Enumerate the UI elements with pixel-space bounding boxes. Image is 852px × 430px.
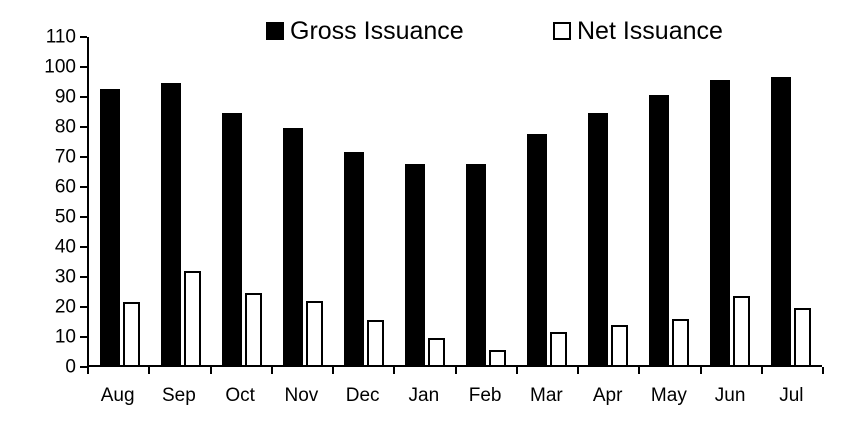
- legend-label-net: Net Issuance: [577, 17, 723, 45]
- y-tick-label: 10: [54, 326, 76, 348]
- net-issuance-bar: [244, 293, 262, 365]
- x-tick: [148, 367, 151, 374]
- y-tick: [80, 186, 87, 188]
- y-tick: [80, 96, 87, 98]
- x-tick: [638, 367, 641, 374]
- month-slot: [455, 37, 516, 365]
- y-tick: [80, 216, 87, 218]
- y-tick-label: 40: [54, 236, 76, 258]
- x-tick-label: Mar: [530, 385, 563, 406]
- gross-issuance-bar: [771, 77, 792, 365]
- x-tick: [87, 367, 89, 374]
- net-issuance-bar: [305, 300, 323, 365]
- bars-row: [89, 37, 822, 365]
- y-tick: [80, 66, 87, 68]
- month-slot: [150, 37, 211, 365]
- month-slot: [89, 37, 150, 365]
- x-tick-label: Aug: [100, 385, 135, 406]
- x-tick: [822, 367, 824, 374]
- net-issuance-bar: [366, 320, 384, 365]
- x-tick-label: Jun: [714, 385, 746, 406]
- y-tick: [80, 126, 87, 128]
- y-tick-label: 0: [65, 356, 76, 378]
- net-issuance-bar: [427, 338, 445, 365]
- month-slot: [578, 37, 639, 365]
- gross-issuance-bar: [282, 128, 303, 365]
- net-issuance-bar: [672, 318, 690, 365]
- month-slot: [333, 37, 394, 365]
- legend-label-gross: Gross Issuance: [290, 17, 464, 45]
- y-tick: [80, 306, 87, 308]
- y-tick-label: 50: [54, 206, 76, 228]
- x-tick-label: Feb: [468, 385, 502, 406]
- y-tick: [80, 336, 87, 338]
- y-tick-label: 100: [44, 56, 76, 78]
- y-axis-labels: 0 10 20 30 40 50 60 70 80 90 100 110: [0, 28, 76, 377]
- net-issuance-bar: [794, 308, 812, 365]
- y-tick: [80, 156, 87, 158]
- gross-issuance-bar: [160, 83, 181, 365]
- y-tick: [80, 246, 87, 248]
- x-tick-label: Jul: [779, 385, 804, 406]
- y-tick-label: 20: [54, 296, 76, 318]
- month-slot: [639, 37, 700, 365]
- y-tick: [80, 36, 87, 38]
- gross-issuance-bar: [710, 80, 731, 365]
- x-tick: [270, 367, 273, 374]
- net-issuance-swatch-icon: [553, 22, 571, 40]
- x-tick-label: Nov: [284, 385, 319, 406]
- gross-issuance-bar: [466, 164, 486, 365]
- plot-area: [80, 36, 824, 374]
- x-tick: [332, 367, 334, 374]
- net-issuance-bar: [489, 350, 506, 365]
- month-slot: [211, 37, 272, 365]
- y-tick-label: 70: [54, 146, 76, 168]
- x-tick-label: Sep: [161, 385, 196, 406]
- x-tick-label: Jan: [408, 385, 440, 406]
- y-tick-label: 110: [45, 26, 76, 48]
- month-slot: [272, 37, 333, 365]
- gross-issuance-bar: [527, 134, 548, 365]
- month-slot: [517, 37, 578, 365]
- x-tick: [454, 367, 457, 374]
- legend-item-net: Net Issuance: [553, 17, 723, 45]
- y-tick: [80, 276, 87, 278]
- net-issuance-bar: [733, 296, 751, 365]
- net-issuance-bar: [550, 332, 568, 365]
- net-issuance-bar: [183, 270, 201, 365]
- net-issuance-bar: [611, 324, 629, 365]
- gross-issuance-bar: [99, 89, 120, 365]
- x-tick: [760, 367, 763, 374]
- month-slot: [394, 37, 455, 365]
- x-axis-labels: Aug Sep Oct Nov Dec Jan Feb Mar Apr May Jun Jul: [87, 384, 822, 407]
- y-tick-label: 30: [54, 266, 76, 288]
- x-tick-label: Dec: [345, 385, 380, 406]
- x-tick-label: Oct: [225, 385, 255, 406]
- legend-item-gross: Gross Issuance: [266, 17, 464, 45]
- y-tick-label: 60: [54, 176, 76, 198]
- x-tick-label: Apr: [592, 385, 623, 406]
- x-tick: [393, 367, 396, 374]
- gross-issuance-bar: [649, 95, 670, 365]
- net-issuance-bar: [122, 302, 140, 365]
- x-tick: [515, 367, 518, 374]
- y-tick-label: 80: [54, 116, 76, 138]
- y-tick: [80, 366, 87, 368]
- x-tick: [209, 367, 212, 374]
- gross-issuance-bar: [404, 164, 425, 365]
- month-slot: [700, 37, 761, 365]
- y-tick-label: 90: [54, 86, 76, 108]
- x-tick-label: May: [650, 385, 687, 406]
- gross-issuance-swatch-icon: [266, 22, 284, 40]
- gross-issuance-bar: [221, 113, 242, 365]
- x-tick: [699, 367, 702, 374]
- x-tick: [577, 367, 579, 374]
- gross-issuance-bar: [588, 113, 609, 365]
- month-slot: [761, 37, 822, 365]
- gross-issuance-bar: [343, 152, 364, 365]
